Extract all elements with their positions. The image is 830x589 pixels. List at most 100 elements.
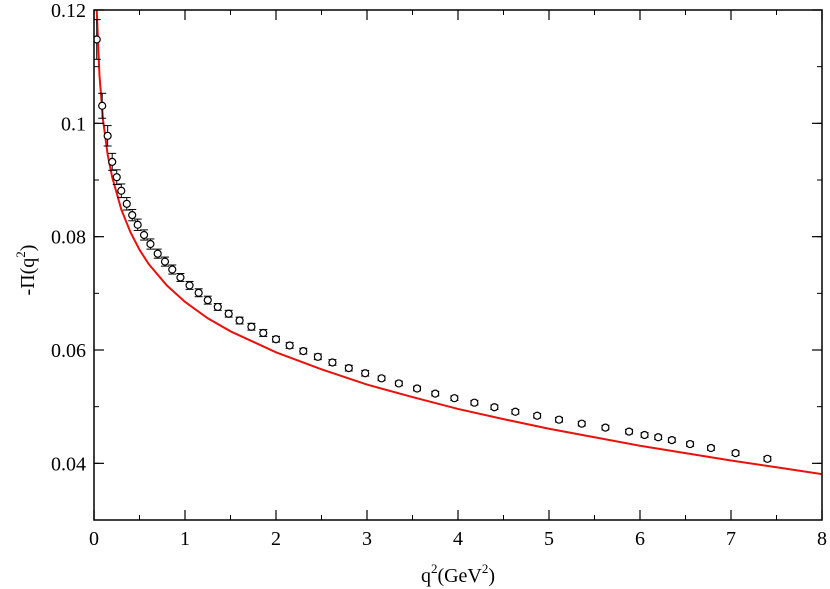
- data-point: [194, 288, 203, 298]
- plot-frame: [93, 9, 823, 521]
- data-point: [213, 302, 222, 312]
- data-point: [554, 415, 564, 424]
- point-marker: [203, 296, 212, 305]
- point-marker: [654, 433, 663, 442]
- x-tick-label: 0: [89, 528, 99, 550]
- point-marker: [235, 316, 244, 325]
- point-marker: [285, 341, 294, 350]
- fit-curve: [95, 10, 822, 476]
- data-point: [259, 328, 268, 338]
- point-marker: [224, 309, 233, 318]
- point-marker: [98, 101, 107, 110]
- data-point: [394, 379, 403, 388]
- y-tick-label: 0.04: [51, 453, 86, 475]
- y-tick-label: 0.1: [61, 113, 86, 135]
- point-marker: [271, 335, 281, 344]
- point-marker: [361, 369, 370, 378]
- point-marker: [450, 394, 459, 403]
- data-point: [128, 208, 137, 222]
- data-point: [577, 419, 586, 428]
- point-marker: [108, 157, 117, 166]
- data-point: [160, 256, 170, 267]
- point-marker: [153, 249, 162, 258]
- data-point: [377, 374, 386, 383]
- data-point: [490, 403, 499, 412]
- data-point: [271, 335, 281, 344]
- data-point: [361, 369, 370, 378]
- data-point: [511, 407, 520, 416]
- point-marker: [490, 403, 499, 412]
- data-point: [731, 449, 740, 458]
- point-marker: [176, 273, 185, 282]
- point-marker: [117, 186, 126, 195]
- point-marker: [160, 257, 170, 266]
- point-marker: [667, 436, 676, 445]
- point-marker: [139, 230, 149, 240]
- data-point: [763, 454, 772, 463]
- data-point: [247, 322, 256, 331]
- data-point: [224, 309, 233, 318]
- point-marker: [344, 364, 353, 373]
- point-marker: [706, 443, 716, 453]
- data-point: [667, 436, 676, 445]
- data-point: [470, 398, 479, 407]
- point-marker: [128, 211, 137, 220]
- point-marker: [431, 389, 440, 398]
- point-marker: [133, 220, 142, 229]
- data-point: [640, 430, 649, 440]
- data-point: [203, 295, 212, 305]
- data-point: [285, 341, 294, 350]
- point-marker: [328, 358, 337, 367]
- data-point: [706, 443, 716, 453]
- data-point: [98, 92, 107, 119]
- data-point: [139, 229, 149, 241]
- y-tick-label: 0.12: [51, 0, 86, 22]
- point-marker: [640, 430, 649, 440]
- x-axis-label: q2(GeV2): [421, 561, 495, 587]
- point-marker: [577, 419, 586, 428]
- data-point: [103, 125, 112, 147]
- data-point: [313, 352, 322, 361]
- point-marker: [168, 265, 177, 274]
- point-marker: [122, 199, 131, 208]
- data-point: [185, 280, 194, 290]
- point-marker: [394, 379, 403, 388]
- data-point: [533, 411, 542, 420]
- x-tick-label: 5: [544, 528, 554, 550]
- x-tick-label: 1: [180, 528, 190, 550]
- point-marker: [185, 281, 194, 290]
- data-point: [117, 183, 126, 199]
- point-marker: [624, 427, 634, 436]
- data-point: [168, 264, 177, 275]
- point-marker: [94, 35, 101, 44]
- point-marker: [685, 439, 695, 449]
- x-tick-label: 4: [453, 528, 463, 550]
- fit-line-layer: [95, 10, 822, 476]
- x-tick-label: 7: [726, 528, 736, 550]
- data-point: [133, 218, 142, 231]
- data-points-layer: [94, 19, 772, 463]
- y-tick-label: 0.06: [51, 340, 86, 362]
- point-marker: [213, 302, 222, 312]
- data-point: [654, 433, 663, 442]
- data-point: [328, 358, 337, 367]
- data-point: [431, 389, 440, 398]
- point-marker: [731, 449, 740, 458]
- data-point: [624, 427, 634, 436]
- data-point: [235, 316, 244, 325]
- point-marker: [377, 374, 386, 383]
- point-marker: [511, 407, 520, 416]
- x-tick-label: 3: [362, 528, 372, 550]
- point-marker: [412, 384, 422, 393]
- point-marker: [601, 423, 610, 432]
- y-tick-label: 0.08: [51, 227, 86, 249]
- point-marker: [247, 322, 256, 331]
- data-point: [450, 394, 459, 403]
- data-point: [344, 364, 353, 373]
- data-point: [146, 238, 155, 250]
- point-marker: [194, 288, 203, 297]
- point-marker: [299, 347, 308, 356]
- data-point: [412, 384, 422, 393]
- x-tick-label: 6: [635, 528, 645, 550]
